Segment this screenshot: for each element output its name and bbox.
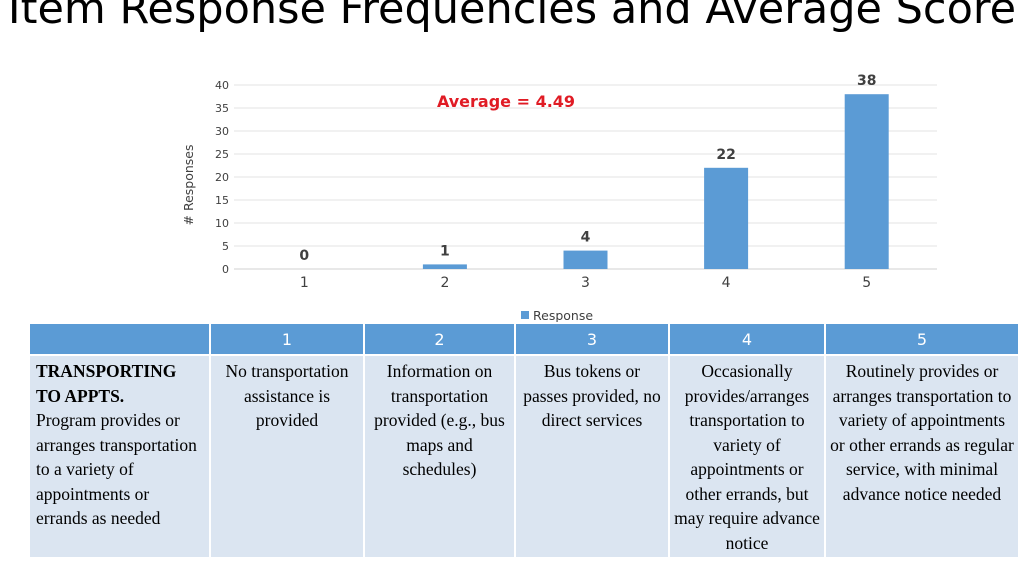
rubric-header-1: 1 (209, 322, 365, 356)
rubric-header-4: 4 (668, 322, 826, 356)
rubric-header-5: 5 (824, 322, 1020, 356)
data-label: 4 (581, 230, 591, 246)
page-title: Item Response Frequencies and Average Sc… (7, 0, 1017, 34)
legend: Response (521, 308, 593, 323)
data-label: 38 (857, 73, 876, 89)
y-tick-label: 10 (215, 217, 229, 230)
y-tick-label: 15 (215, 194, 229, 207)
legend-label: Response (533, 308, 593, 323)
average-annotation: Average = 4.49 (437, 92, 575, 111)
y-tick-label: 0 (222, 263, 229, 276)
x-tick-label: 4 (722, 275, 731, 291)
rubric-header-2: 2 (363, 322, 516, 356)
legend-swatch (521, 311, 529, 319)
bar (704, 167, 749, 269)
rubric-table: 1 2 3 4 5 TRANSPORTING TO APPTS. Program… (28, 322, 1020, 559)
x-tick-label: 5 (862, 275, 871, 291)
x-tick-label: 3 (581, 275, 590, 291)
x-tick-label: 2 (440, 275, 449, 291)
bar (844, 94, 889, 269)
bars (422, 94, 889, 269)
y-axis-title: # Responses (181, 145, 196, 226)
y-tick-label: 20 (215, 171, 229, 184)
rubric-cell-5: Routinely provides or arranges transport… (824, 354, 1020, 559)
y-tick-label: 5 (222, 240, 229, 253)
bar-chart: 0 5 10 15 20 25 30 35 40 0 1 4 22 38 1 2 3 4 5 Average =… (181, 73, 937, 323)
data-label: 22 (716, 147, 735, 163)
item-description: Program provides or arranges transportat… (36, 410, 197, 528)
y-tick-label: 40 (215, 79, 229, 92)
gridlines (234, 84, 937, 270)
x-axis-ticks: 1 2 3 4 5 (300, 275, 871, 291)
rubric-row: TRANSPORTING TO APPTS. Program provides … (28, 354, 1020, 559)
data-label: 0 (299, 248, 309, 264)
rubric-cell-1: No transportation assistance is provided (209, 354, 365, 559)
rubric-header-row: 1 2 3 4 5 (28, 322, 1020, 356)
rubric-header-3: 3 (514, 322, 670, 356)
rubric-header-blank (28, 322, 211, 356)
y-tick-label: 30 (215, 125, 229, 138)
rubric-row-heading: TRANSPORTING TO APPTS. Program provides … (28, 354, 211, 559)
data-label: 1 (440, 243, 450, 259)
rubric-cell-2: Information on transportation provided (… (363, 354, 516, 559)
rubric-cell-4: Occasionally provides/arranges transport… (668, 354, 826, 559)
y-tick-label: 35 (215, 102, 229, 115)
x-tick-label: 1 (300, 275, 309, 291)
rubric-cell-3: Bus tokens or passes provided, no direct… (514, 354, 670, 559)
bar (422, 264, 467, 269)
y-tick-label: 25 (215, 148, 229, 161)
item-name: TRANSPORTING TO APPTS. (36, 361, 177, 406)
y-axis-ticks: 0 5 10 15 20 25 30 35 40 (215, 79, 229, 276)
data-labels: 0 1 4 22 38 (299, 73, 876, 264)
bar (563, 250, 608, 269)
